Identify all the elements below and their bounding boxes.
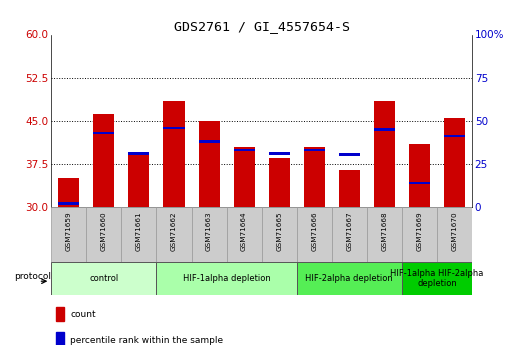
Bar xyxy=(51,262,156,295)
Bar xyxy=(339,153,360,156)
Text: count: count xyxy=(70,310,96,319)
Bar xyxy=(262,207,297,262)
Title: GDS2761 / GI_4557654-S: GDS2761 / GI_4557654-S xyxy=(173,20,350,33)
Bar xyxy=(93,132,114,134)
Text: percentile rank within the sample: percentile rank within the sample xyxy=(70,336,223,345)
Bar xyxy=(191,207,227,262)
Bar xyxy=(269,152,290,155)
Text: HIF-1alpha HIF-2alpha
depletion: HIF-1alpha HIF-2alpha depletion xyxy=(390,269,484,288)
Bar xyxy=(297,207,332,262)
Text: protocol: protocol xyxy=(14,273,51,282)
Bar xyxy=(297,262,402,295)
Bar xyxy=(409,144,430,207)
Bar xyxy=(128,152,149,207)
Bar xyxy=(304,147,325,207)
Bar xyxy=(233,147,254,207)
Text: GSM71670: GSM71670 xyxy=(451,211,458,251)
Bar xyxy=(199,121,220,207)
Bar xyxy=(164,101,185,207)
Bar xyxy=(51,207,86,262)
Text: GSM71662: GSM71662 xyxy=(171,211,177,251)
Bar xyxy=(444,118,465,207)
Bar xyxy=(402,262,472,295)
Bar xyxy=(367,207,402,262)
Bar xyxy=(199,140,220,142)
Bar xyxy=(164,127,185,129)
Text: HIF-1alpha depletion: HIF-1alpha depletion xyxy=(183,274,270,283)
Bar xyxy=(437,207,472,262)
Text: control: control xyxy=(89,274,119,283)
Text: GSM71659: GSM71659 xyxy=(66,211,72,251)
Bar xyxy=(374,101,395,207)
Bar xyxy=(332,207,367,262)
Bar xyxy=(58,203,80,205)
Text: GSM71668: GSM71668 xyxy=(381,211,387,251)
Bar xyxy=(339,170,360,207)
Bar xyxy=(227,207,262,262)
Bar xyxy=(55,333,64,345)
Text: GSM71667: GSM71667 xyxy=(346,211,352,251)
Text: GSM71660: GSM71660 xyxy=(101,211,107,251)
Bar xyxy=(58,178,80,207)
Bar xyxy=(304,149,325,151)
Bar xyxy=(156,207,191,262)
Bar xyxy=(269,158,290,207)
Bar xyxy=(128,152,149,155)
Text: GSM71665: GSM71665 xyxy=(276,211,282,251)
Bar xyxy=(156,262,297,295)
Bar xyxy=(122,207,156,262)
Bar xyxy=(233,149,254,151)
Bar xyxy=(374,128,395,130)
Bar xyxy=(444,135,465,137)
Bar xyxy=(402,207,437,262)
Bar xyxy=(55,306,64,321)
Text: GSM71664: GSM71664 xyxy=(241,211,247,251)
Text: HIF-2alpha depletion: HIF-2alpha depletion xyxy=(305,274,393,283)
Text: GSM71669: GSM71669 xyxy=(417,211,422,251)
Text: GSM71663: GSM71663 xyxy=(206,211,212,251)
Bar xyxy=(86,207,122,262)
Bar xyxy=(409,182,430,184)
Text: GSM71661: GSM71661 xyxy=(136,211,142,251)
Bar xyxy=(93,114,114,207)
Text: GSM71666: GSM71666 xyxy=(311,211,317,251)
